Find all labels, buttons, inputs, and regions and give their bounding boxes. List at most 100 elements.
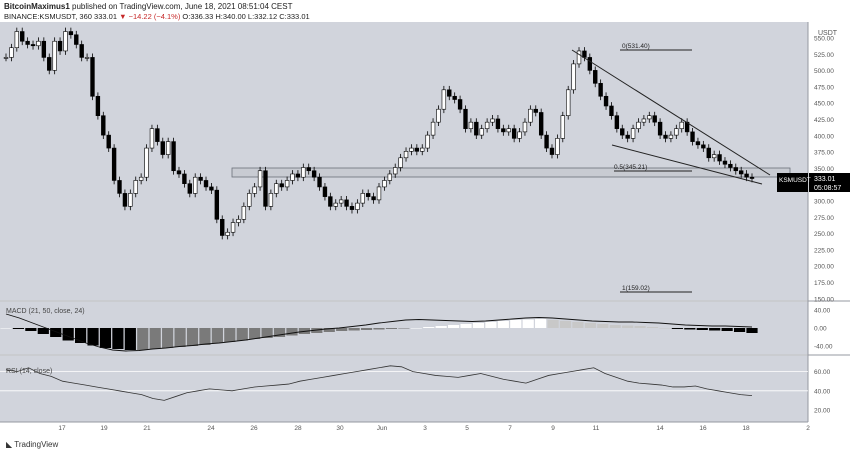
macd-histogram-bar: [162, 328, 174, 348]
candle-body: [738, 170, 744, 175]
rsi-line: [5, 365, 753, 401]
macd-histogram-bar: [286, 328, 298, 336]
candle-body: [117, 180, 122, 194]
time-tick-label: Jun: [377, 425, 388, 432]
candle-body: [555, 138, 560, 155]
macd-histogram-bar: [547, 320, 559, 328]
macd-indicator: [0, 313, 758, 352]
support-zone: [231, 167, 791, 178]
price-tick-label: 475.00: [814, 84, 834, 91]
candle-body: [484, 121, 490, 129]
macd-histogram-bar: [746, 328, 758, 333]
candlestick-series: [3, 27, 755, 240]
price-tick-label: 400.00: [814, 133, 834, 140]
candle-body: [382, 180, 387, 188]
time-tick-label: 30: [336, 425, 344, 432]
macd-histogram-bar: [249, 328, 261, 339]
time-tick-label: 3: [423, 425, 427, 432]
time-tick-label: 21: [143, 425, 151, 432]
candle-body: [317, 176, 322, 188]
price-pane-bg: [0, 22, 808, 300]
rsi-label: RSI (14, close): [6, 368, 52, 375]
candle-body: [463, 108, 468, 129]
tradingview-logo[interactable]: ◣ TradingView: [6, 440, 58, 449]
macd-histogram-bar: [0, 328, 12, 329]
macd-histogram-bar: [211, 328, 223, 343]
macd-histogram-bar: [137, 328, 149, 350]
candle-body: [57, 40, 63, 52]
candle-body: [295, 173, 301, 178]
ohlc-low: L:332.12: [247, 12, 278, 21]
candle-body: [409, 147, 414, 152]
price-tick-label: 150.00: [814, 296, 834, 303]
candle-body: [214, 189, 220, 220]
time-tick-label: 17: [58, 425, 66, 432]
candle-body: [52, 40, 57, 71]
published-text: published on TradingView.com, June 18, 2…: [72, 2, 293, 11]
candle-body: [430, 121, 436, 136]
macd-histogram-bar: [224, 328, 236, 342]
candle-body: [3, 57, 9, 59]
price-tag-symbol: KSMUSDT: [779, 177, 811, 184]
macd-histogram-bar: [622, 325, 634, 328]
candle-body: [576, 50, 582, 65]
candle-body: [593, 70, 598, 84]
candle-body: [452, 95, 457, 100]
author-name[interactable]: BitcoinMaximus1: [4, 2, 70, 11]
tradingview-brand: TradingView: [14, 440, 59, 449]
candle-body: [247, 193, 252, 207]
macd-signal-line: [5, 313, 753, 352]
candle-body: [544, 134, 549, 149]
candle-body: [425, 134, 430, 149]
candle-body: [663, 134, 668, 139]
fib-label-0: 0(531.40): [622, 43, 650, 50]
price-tick-label: 275.00: [814, 215, 834, 222]
candle-body: [149, 128, 155, 149]
candle-body: [560, 115, 565, 139]
macd-histogram-bar: [87, 328, 99, 346]
candle-body: [371, 196, 376, 201]
price-tick-label: 300.00: [814, 199, 834, 206]
time-tick-label: 11: [593, 425, 600, 432]
time-tick-label: 16: [699, 425, 707, 432]
candle-body: [160, 141, 165, 155]
candle-body: [333, 202, 338, 207]
macd-histogram-bar: [696, 328, 708, 330]
price-tag: [777, 173, 808, 192]
macd-histogram-bar: [485, 322, 497, 328]
candle-body: [182, 173, 187, 184]
candle-body: [133, 180, 138, 194]
candle-body: [106, 134, 111, 149]
price-tick-label: 250.00: [814, 231, 834, 238]
macd-histogram-bar: [646, 327, 659, 328]
candle-body: [241, 206, 247, 220]
fib-label-05: 0.5(345.21): [614, 164, 647, 171]
candle-body: [230, 222, 236, 233]
candle-body: [668, 134, 674, 139]
candle-body: [138, 176, 144, 181]
trendline-lower[interactable]: [611, 144, 763, 185]
candle-body: [171, 141, 176, 172]
candle-body: [538, 112, 544, 136]
price-axis-unit: USDT: [818, 30, 838, 37]
candle-body: [636, 121, 641, 129]
candle-body: [506, 128, 511, 133]
candle-body: [695, 141, 701, 146]
macd-histogram-bar: [336, 328, 348, 331]
price-tick-label: 375.00: [814, 150, 834, 157]
macd-histogram-bar: [273, 328, 286, 337]
macd-histogram-bar: [609, 325, 621, 328]
time-tick-label: 28: [294, 425, 302, 432]
price-axis-bg[interactable]: [808, 22, 850, 422]
candle-body: [306, 167, 311, 172]
candle-body: [403, 151, 409, 159]
candle-body: [257, 170, 263, 188]
candle-body: [398, 157, 403, 168]
candle-body: [474, 121, 479, 136]
macd-histogram-bar: [112, 328, 124, 349]
candle-body: [376, 186, 382, 201]
macd-histogram-bar: [236, 328, 248, 341]
trendline-upper[interactable]: [571, 49, 771, 176]
time-tick-label: 24: [207, 425, 215, 432]
